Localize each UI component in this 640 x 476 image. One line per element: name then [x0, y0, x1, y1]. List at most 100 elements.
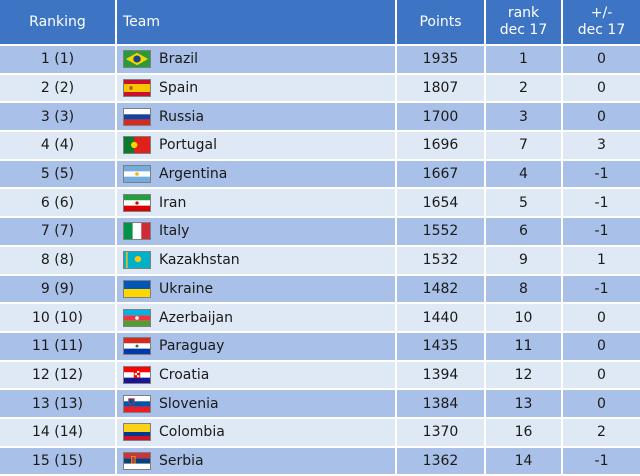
points-cell: 1552: [396, 217, 486, 247]
points-cell: 1807: [396, 73, 486, 104]
table-row: 15 (15) Serbia 1362 14 -1: [0, 446, 640, 476]
table-row: 3 (3) Russia 1700 3 0: [0, 102, 640, 133]
argentina-flag-icon: [123, 165, 151, 184]
header-points: Points: [396, 0, 486, 46]
ranking-cell: 13 (13): [0, 389, 117, 419]
team-name: Slovenia: [159, 395, 219, 412]
rank-cell: 12: [485, 360, 563, 391]
ukraine-flag-icon: [123, 279, 151, 298]
serbia-flag-icon: [123, 451, 151, 470]
azerbaijan-flag-icon: [123, 308, 151, 327]
kazakhstan-flag-icon: [123, 251, 151, 270]
team-cell: Portugal: [116, 131, 397, 161]
team-name: Croatia: [159, 366, 210, 383]
ranking-cell: 7 (7): [0, 217, 117, 247]
ranking-cell: 15 (15): [0, 446, 117, 476]
team-cell: Paraguay: [116, 331, 397, 362]
change-cell: 0: [562, 303, 640, 333]
team-cell: Colombia: [116, 417, 397, 448]
table-row: 10 (10) Azerbaijan 1440 10 0: [0, 303, 640, 333]
header-team: Team: [116, 0, 397, 46]
ranking-cell: 4 (4): [0, 131, 117, 161]
italy-flag-icon: [123, 222, 151, 241]
team-name: Serbia: [159, 452, 204, 469]
rank-cell: 11: [485, 331, 563, 362]
ranking-cell: 5 (5): [0, 159, 117, 190]
points-cell: 1532: [396, 245, 486, 276]
team-cell: Serbia: [116, 446, 397, 476]
points-cell: 1654: [396, 188, 486, 219]
rank-cell: 13: [485, 389, 563, 419]
ranking-cell: 2 (2): [0, 73, 117, 104]
points-cell: 1440: [396, 303, 486, 333]
team-cell: Slovenia: [116, 389, 397, 419]
ranking-cell: 11 (11): [0, 331, 117, 362]
table-row: 9 (9) Ukraine 1482 8 -1: [0, 274, 640, 305]
ranking-cell: 1 (1): [0, 45, 117, 75]
colombia-flag-icon: [123, 423, 151, 442]
team-name: Kazakhstan: [159, 252, 240, 269]
ranking-cell: 14 (14): [0, 417, 117, 448]
team-name: Colombia: [159, 424, 225, 441]
team-name: Argentina: [159, 166, 228, 183]
points-cell: 1700: [396, 102, 486, 133]
rank-cell: 10: [485, 303, 563, 333]
points-cell: 1482: [396, 274, 486, 305]
change-cell: 2: [562, 417, 640, 448]
change-cell: -1: [562, 446, 640, 476]
team-name: Italy: [159, 223, 190, 240]
table-row: 11 (11) Paraguay 1435 11 0: [0, 331, 640, 362]
rank-cell: 4: [485, 159, 563, 190]
header-change-line2: dec 17: [577, 22, 626, 38]
table-row: 8 (8) Kazakhstan 1532 9 1: [0, 245, 640, 276]
rank-cell: 7: [485, 131, 563, 161]
change-cell: -1: [562, 159, 640, 190]
header-rank-line2: dec 17: [499, 22, 548, 38]
table-row: 12 (12) Croatia 1394 12 0: [0, 360, 640, 391]
team-cell: Ukraine: [116, 274, 397, 305]
header-change-line1: +/-: [590, 5, 613, 21]
russia-flag-icon: [123, 107, 151, 126]
rank-cell: 16: [485, 417, 563, 448]
croatia-flag-icon: [123, 365, 151, 384]
points-cell: 1667: [396, 159, 486, 190]
team-name: Paraguay: [159, 338, 225, 355]
team-cell: Russia: [116, 102, 397, 133]
points-cell: 1362: [396, 446, 486, 476]
rank-cell: 6: [485, 217, 563, 247]
change-cell: 0: [562, 73, 640, 104]
header-rank-dec17: rank dec 17: [485, 0, 563, 46]
team-cell: Azerbaijan: [116, 303, 397, 333]
team-name: Ukraine: [159, 280, 214, 297]
rank-cell: 14: [485, 446, 563, 476]
ranking-cell: 3 (3): [0, 102, 117, 133]
rank-cell: 1: [485, 45, 563, 75]
iran-flag-icon: [123, 193, 151, 212]
change-cell: -1: [562, 217, 640, 247]
rank-cell: 2: [485, 73, 563, 104]
team-cell: Iran: [116, 188, 397, 219]
header-change-dec17: +/- dec 17: [562, 0, 640, 46]
table-row: 14 (14) Colombia 1370 16 2: [0, 417, 640, 448]
ranking-cell: 12 (12): [0, 360, 117, 391]
team-name: Russia: [159, 108, 205, 125]
change-cell: 0: [562, 389, 640, 419]
header-rank-line1: rank: [507, 5, 540, 21]
change-cell: 0: [562, 45, 640, 75]
table-row: 13 (13) Slovenia 1384 13 0: [0, 389, 640, 419]
team-cell: Argentina: [116, 159, 397, 190]
points-cell: 1696: [396, 131, 486, 161]
change-cell: -1: [562, 274, 640, 305]
table-header-row: Ranking Team Points rank dec 17 +/- dec …: [0, 0, 640, 46]
points-cell: 1384: [396, 389, 486, 419]
rank-cell: 9: [485, 245, 563, 276]
table-row: 1 (1) Brazil 1935 1 0: [0, 45, 640, 75]
points-cell: 1394: [396, 360, 486, 391]
ranking-cell: 9 (9): [0, 274, 117, 305]
points-cell: 1435: [396, 331, 486, 362]
ranking-cell: 8 (8): [0, 245, 117, 276]
ranking-cell: 10 (10): [0, 303, 117, 333]
team-name: Portugal: [159, 137, 217, 154]
team-name: Iran: [159, 194, 187, 211]
